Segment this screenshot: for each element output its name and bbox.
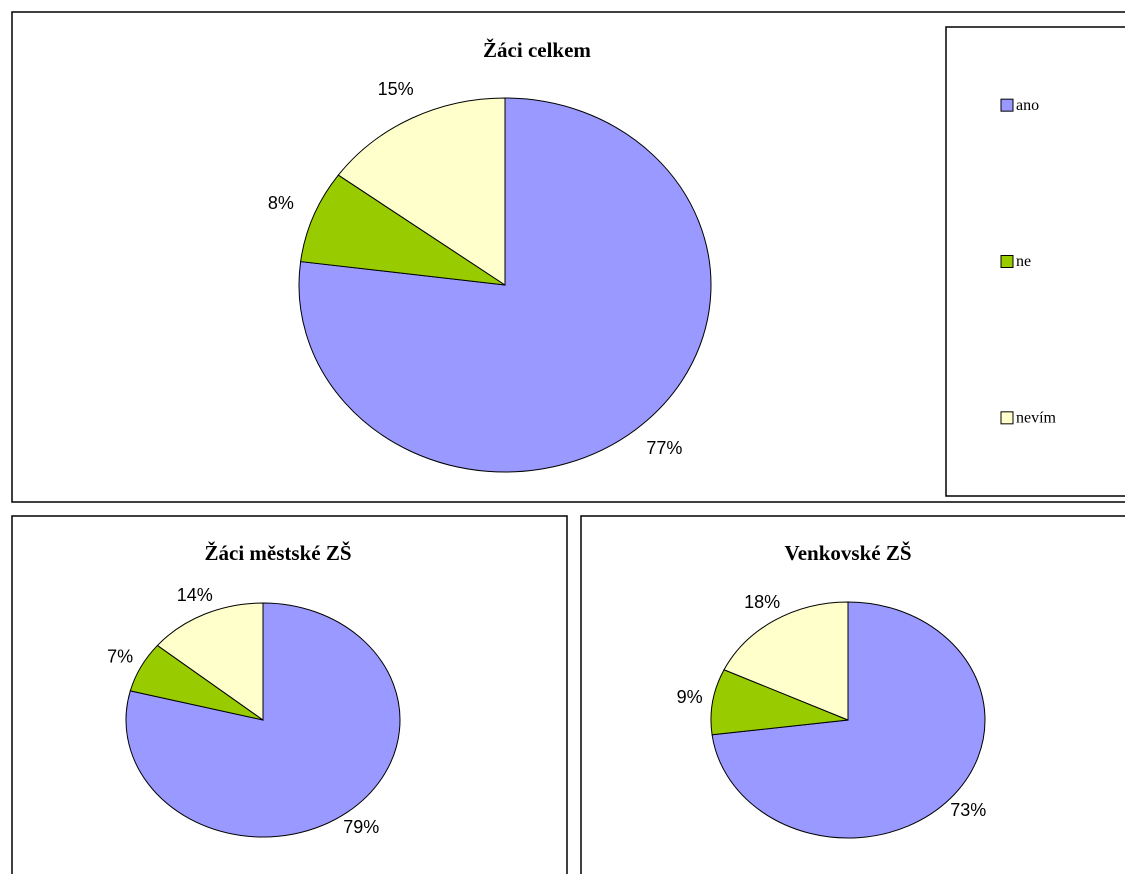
- chart-title: Žáci celkem: [483, 38, 591, 62]
- legend-swatch: [1000, 411, 1014, 425]
- legend-label: ne: [1016, 253, 1031, 270]
- legend-swatch: [1000, 255, 1014, 268]
- legend-label: ano: [1016, 97, 1039, 114]
- legend-swatch: [1000, 98, 1014, 112]
- data-label: 9%: [677, 687, 703, 707]
- data-label: 77%: [646, 438, 682, 458]
- pie-slice: [156, 602, 264, 721]
- data-label: 7%: [107, 647, 133, 667]
- data-label: 15%: [378, 79, 414, 99]
- pie-slice: [298, 97, 712, 473]
- data-label: 18%: [744, 592, 780, 612]
- chart-title: Venkovské ZŠ: [784, 541, 911, 565]
- legend-label: nevím: [1016, 410, 1057, 427]
- data-label: 14%: [177, 585, 213, 605]
- pie-slice: [300, 174, 506, 286]
- chart-title: Žáci městské ZŠ: [205, 541, 352, 565]
- legend-box: [945, 26, 1125, 497]
- data-label: 8%: [268, 193, 294, 213]
- pie-slice: [711, 601, 986, 839]
- pie-slice: [723, 601, 849, 721]
- pie-slice: [337, 97, 506, 286]
- data-label: 79%: [343, 817, 379, 837]
- data-label: 73%: [950, 800, 986, 820]
